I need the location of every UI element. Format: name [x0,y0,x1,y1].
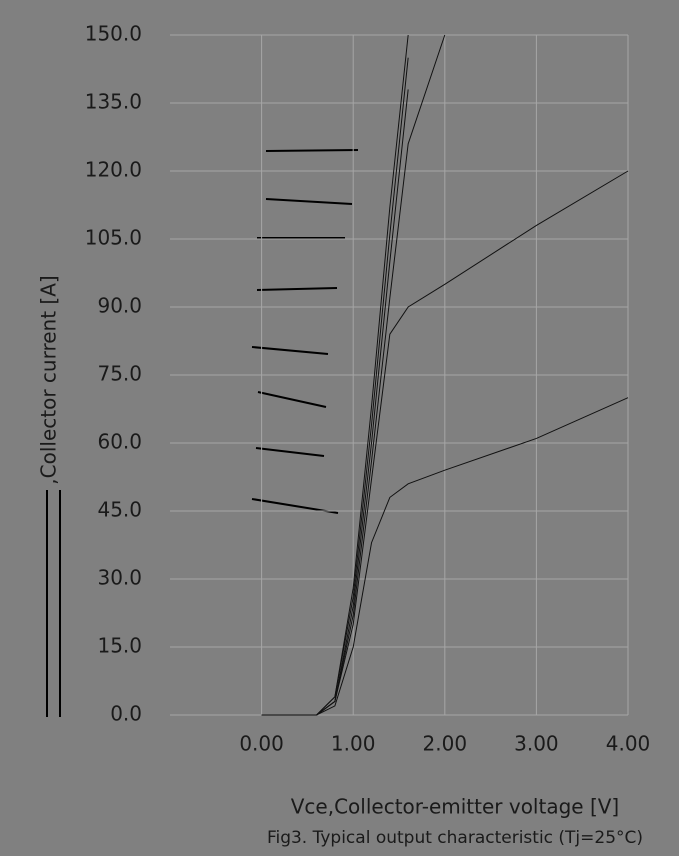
series-line [261,170,629,716]
x-tick-label: 4.00 [606,732,651,756]
annotation-lines [46,149,359,717]
y-tick-label: 0.0 [110,702,142,726]
x-axis-label: Vce,Collector-emitter voltage [V] [291,795,619,819]
y-tick-label: 135.0 [85,90,142,114]
y-tick-label: 45.0 [97,498,142,522]
x-tick-label: 2.00 [423,732,468,756]
y-tick-label: 60.0 [97,430,142,454]
y-tick-label: 75.0 [97,362,142,386]
x-tick-label: 3.00 [514,732,559,756]
y-tick-label: 150.0 [85,22,142,46]
y-tick-label: 90.0 [97,294,142,318]
y-tick-label: 120.0 [85,158,142,182]
chart-title: Fig3. Typical output characteristic (Tj=… [267,828,643,848]
x-tick-label: 0.00 [239,732,284,756]
series-line [261,397,629,716]
y-tick-label: 15.0 [97,634,142,658]
y-axis-label: ,Collector current [A] [37,275,61,484]
y-tick-label: 30.0 [97,566,142,590]
y-tick-label: 105.0 [85,226,142,250]
x-tick-label: 1.00 [331,732,376,756]
